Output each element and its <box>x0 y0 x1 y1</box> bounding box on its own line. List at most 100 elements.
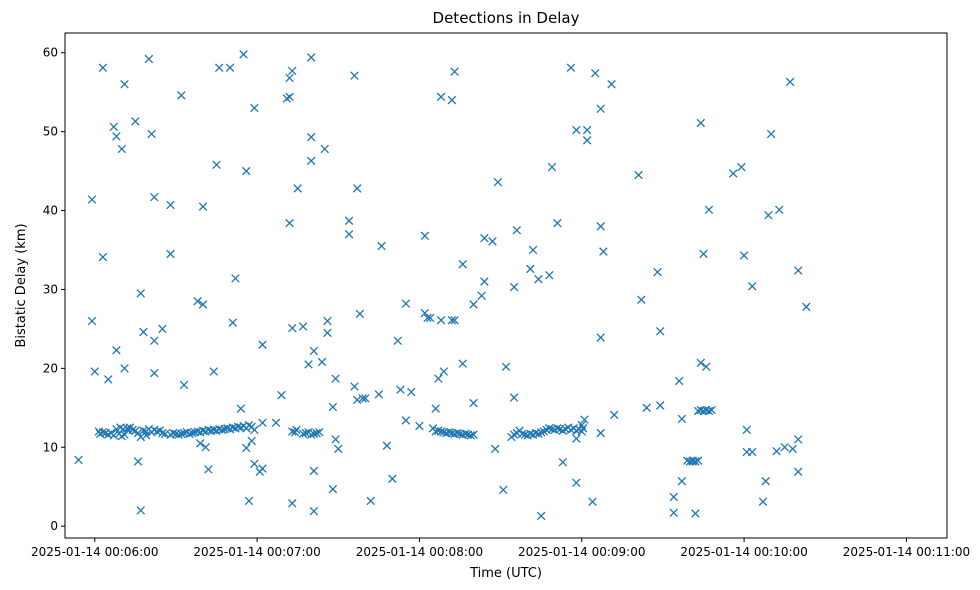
data-point-marker <box>582 136 592 145</box>
data-point-marker <box>707 405 716 415</box>
data-point-marker <box>298 429 308 439</box>
data-point-marker <box>361 394 370 403</box>
data-point-marker <box>204 465 213 474</box>
data-point-marker <box>696 358 706 368</box>
data-point-marker <box>193 297 202 306</box>
data-point-marker <box>109 431 118 440</box>
data-point-marker <box>596 428 605 438</box>
data-point-marker <box>423 313 432 323</box>
data-point-marker <box>447 95 457 105</box>
data-point-marker <box>572 434 581 443</box>
data-point-marker <box>582 125 592 135</box>
data-point-marker <box>288 66 297 76</box>
data-point-marker <box>352 395 362 405</box>
data-point-marker <box>344 216 354 226</box>
data-point-marker <box>401 416 411 425</box>
data-point-marker <box>766 129 776 139</box>
data-point-marker <box>534 274 543 284</box>
data-point-marker <box>317 357 327 367</box>
data-point-marker <box>158 428 167 438</box>
data-point-marker <box>104 375 113 384</box>
y-axis-ticks: 0 10 20 30 40 50 60 <box>43 46 65 533</box>
data-point-marker <box>258 418 267 428</box>
data-point-marker <box>407 387 416 397</box>
data-point-marker <box>277 390 286 400</box>
data-point-marker <box>98 63 108 72</box>
data-point-marker <box>704 406 714 416</box>
data-point-marker <box>691 509 700 518</box>
data-point-marker <box>293 184 302 193</box>
data-point-marker <box>637 295 646 304</box>
data-point-marker <box>788 444 798 454</box>
data-point-marker <box>785 77 795 87</box>
data-point-marker <box>699 249 708 259</box>
data-point-marker <box>609 410 619 420</box>
data-point-marker <box>187 428 197 438</box>
data-point-marker <box>136 506 146 515</box>
data-point-marker <box>350 71 359 80</box>
data-point-marker <box>596 333 605 342</box>
data-point-marker <box>139 327 148 337</box>
x-axis-ticks: 2025-01-14 00:06:00 2025-01-14 00:07:00 20… <box>31 538 970 559</box>
data-point-marker <box>306 430 316 439</box>
data-point-marker <box>545 270 554 280</box>
data-point-marker <box>526 264 535 274</box>
data-point-marker <box>144 54 154 64</box>
data-point-marker <box>217 425 227 435</box>
data-point-marker <box>179 380 189 390</box>
data-point-marker <box>98 252 108 262</box>
data-point-marker <box>258 464 267 473</box>
data-point-marker <box>87 195 97 204</box>
plot-frame <box>64 32 948 539</box>
data-point-marker <box>166 200 175 210</box>
chart-title: Detections in Delay <box>433 9 580 27</box>
data-point-marker <box>309 506 319 516</box>
data-point-marker <box>328 484 338 494</box>
x-tick-label: 2025-01-14 00:09:00 <box>518 545 645 559</box>
data-point-marker <box>512 226 522 235</box>
data-point-marker <box>112 345 121 355</box>
data-point-marker <box>401 299 411 308</box>
data-point-marker <box>185 429 194 439</box>
data-point-marker <box>774 205 784 215</box>
x-tick-label: 2025-01-14 00:07:00 <box>193 545 320 559</box>
data-point-marker <box>607 80 616 89</box>
data-point-marker <box>677 414 687 424</box>
data-point-marker <box>331 374 340 383</box>
data-point-marker <box>244 496 254 506</box>
data-point-marker <box>304 360 313 369</box>
data-point-marker <box>209 367 219 376</box>
data-point-marker <box>447 315 457 325</box>
x-tick-label: 2025-01-14 00:06:00 <box>31 545 158 559</box>
data-point-marker <box>355 309 365 319</box>
data-point-marker <box>133 428 143 438</box>
data-point-marker <box>509 393 519 402</box>
data-point-marker <box>461 429 470 439</box>
data-point-marker <box>292 425 301 435</box>
data-point-marker <box>580 415 589 424</box>
data-point-marker <box>285 73 294 83</box>
data-point-marker <box>366 496 375 506</box>
data-point-marker <box>352 184 362 193</box>
data-point-marker <box>196 439 205 448</box>
data-point-marker <box>499 485 508 495</box>
data-point-marker <box>517 429 527 439</box>
data-point-marker <box>572 125 581 135</box>
data-point-marker <box>458 259 467 269</box>
data-point-marker <box>434 426 443 435</box>
data-point-marker <box>737 162 746 172</box>
data-point-marker <box>669 492 679 502</box>
data-point-marker <box>453 428 462 438</box>
data-point-marker <box>239 50 248 59</box>
data-point-marker <box>312 428 321 438</box>
data-point-marker <box>358 394 367 403</box>
data-point-marker <box>490 444 500 454</box>
data-point-marker <box>536 511 546 521</box>
data-point-marker <box>323 316 332 326</box>
data-point-marker <box>596 104 605 114</box>
data-point-marker <box>315 428 324 437</box>
data-point-marker <box>655 327 665 336</box>
data-point-marker <box>328 402 338 412</box>
data-point-marker <box>420 231 430 241</box>
data-point-marker <box>469 398 478 408</box>
